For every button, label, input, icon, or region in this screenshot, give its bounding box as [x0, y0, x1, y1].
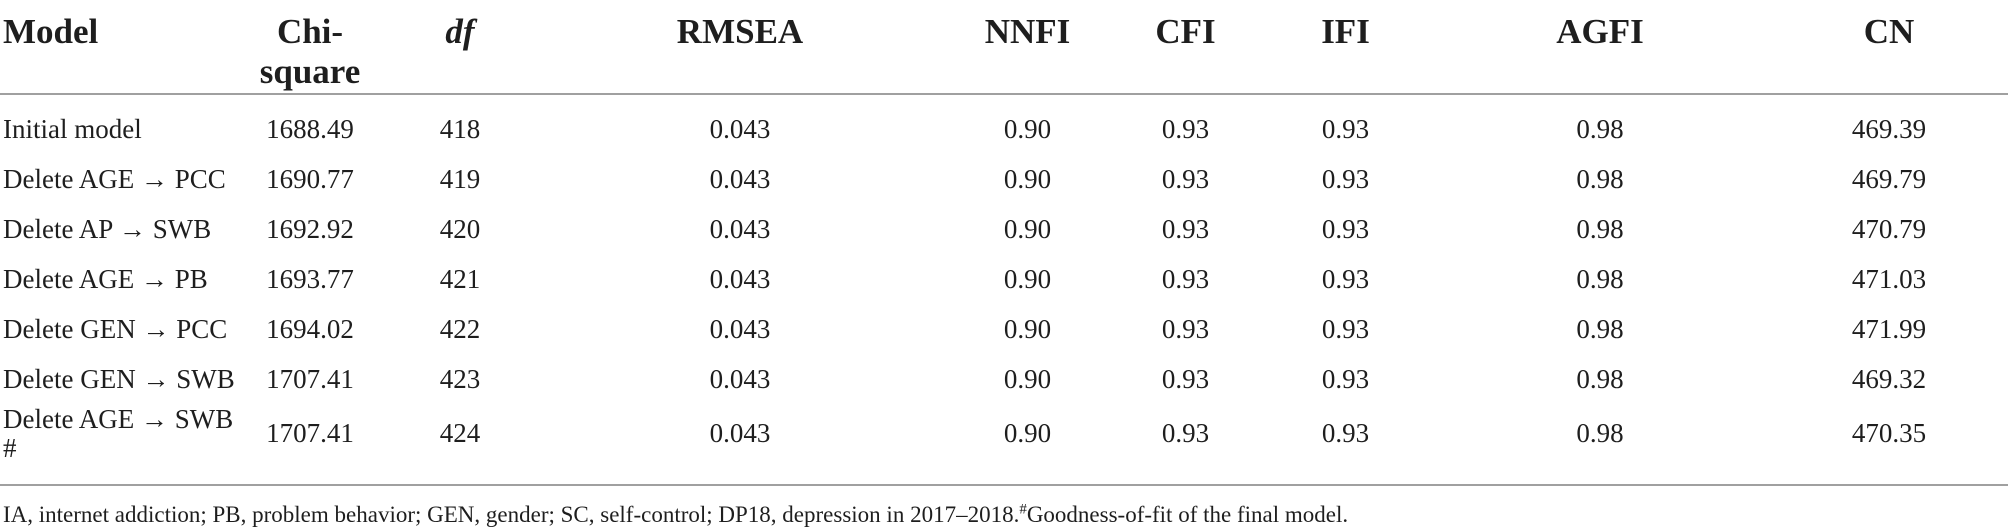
- cell-chi-square: 1688.49: [266, 113, 354, 144]
- header-row: Model Chi-square df RMSEA NNFI CFI IFI A…: [0, 0, 2008, 95]
- footnote-abbreviations: IA, internet addiction; PB, problem beha…: [3, 501, 1020, 527]
- cell-rmsea: 0.043: [709, 163, 771, 194]
- cell-cfi: 0.93: [1161, 263, 1210, 294]
- cell-ifi: 0.93: [1321, 313, 1370, 344]
- table-row: Delete GEN → PCC 1694.02 422 0.043 0.90 …: [0, 305, 2008, 355]
- cell-ifi: 0.93: [1321, 363, 1370, 394]
- footnote-marker: #: [1019, 501, 1027, 518]
- cell-model: Delete GEN → SWB: [3, 363, 235, 394]
- cell-ifi: 0.93: [1321, 113, 1370, 144]
- cell-df: 420: [439, 213, 481, 244]
- cell-chi-square: 1690.77: [266, 163, 354, 194]
- cell-agfi: 0.98: [1576, 113, 1624, 144]
- cell-cn: 469.32: [1851, 363, 1927, 394]
- table-header: Model Chi-square df RMSEA NNFI CFI IFI A…: [0, 0, 2008, 95]
- cell-cfi: 0.93: [1161, 163, 1210, 194]
- cell-model: Delete AGE → SWB #: [0, 404, 235, 486]
- cell-nnfi: 0.90: [945, 404, 1110, 486]
- cell-cn: 471.03: [1851, 263, 1927, 294]
- column-header-cn: CN: [1770, 0, 2008, 95]
- table-footnote: IA, internet addiction; PB, problem beha…: [0, 486, 2008, 530]
- column-header-df: df: [385, 0, 535, 95]
- footnote-text: Goodness-of-fit of the final model.: [1026, 501, 1349, 527]
- cell-rmsea: 0.043: [709, 213, 771, 244]
- cell-df: 424: [385, 404, 535, 486]
- cell-rmsea: 0.043: [709, 313, 771, 344]
- cell-rmsea: 0.043: [709, 363, 771, 394]
- cell-df: 422: [439, 313, 481, 344]
- cell-chi-square: 1707.41: [266, 363, 354, 394]
- cell-nnfi: 0.90: [1003, 213, 1052, 244]
- cell-rmsea: 0.043: [535, 404, 945, 486]
- cell-nnfi: 0.90: [1003, 363, 1052, 394]
- cell-cfi: 0.93: [1161, 313, 1210, 344]
- cell-cn: 470.35: [1770, 404, 2008, 486]
- cell-model: Delete AP → SWB: [3, 213, 212, 244]
- cell-nnfi: 0.90: [1003, 313, 1052, 344]
- cell-agfi: 0.98: [1430, 404, 1770, 486]
- table-body: Initial model 1688.49 418 0.043 0.90 0.9…: [0, 94, 2008, 486]
- cell-cfi: 0.93: [1161, 363, 1210, 394]
- cell-chi-square: 1693.77: [266, 263, 354, 294]
- cell-df: 423: [439, 363, 481, 394]
- cell-cfi: 0.93: [1110, 404, 1261, 486]
- cell-agfi: 0.98: [1576, 213, 1624, 244]
- cell-df: 421: [439, 263, 481, 294]
- cell-chi-square: 1707.41: [235, 404, 385, 486]
- cell-cn: 469.39: [1851, 113, 1927, 144]
- cell-chi-square: 1692.92: [266, 213, 354, 244]
- table-row: Delete GEN → SWB 1707.41 423 0.043 0.90 …: [0, 355, 2008, 405]
- cell-df: 418: [439, 113, 481, 144]
- cell-model: Delete GEN → PCC: [3, 313, 228, 344]
- column-header-nnfi: NNFI: [945, 0, 1110, 95]
- cell-cn: 469.79: [1851, 163, 1927, 194]
- cell-cfi: 0.93: [1161, 113, 1210, 144]
- cell-model: Delete AGE → PCC: [3, 163, 226, 194]
- cell-agfi: 0.98: [1576, 313, 1624, 344]
- cell-agfi: 0.98: [1576, 163, 1624, 194]
- cell-rmsea: 0.043: [709, 263, 771, 294]
- column-header-cfi: CFI: [1110, 0, 1261, 95]
- cell-ifi: 0.93: [1321, 213, 1370, 244]
- column-header-rmsea: RMSEA: [535, 0, 945, 95]
- cell-agfi: 0.98: [1576, 263, 1624, 294]
- cell-chi-square: 1694.02: [266, 313, 354, 344]
- cell-cn: 471.99: [1851, 313, 1927, 344]
- cell-nnfi: 0.90: [1003, 263, 1052, 294]
- cell-agfi: 0.98: [1576, 363, 1624, 394]
- table-row: Delete AGE → PCC 1690.77 419 0.043 0.90 …: [0, 155, 2008, 205]
- table-row: Initial model 1688.49 418 0.043 0.90 0.9…: [0, 94, 2008, 155]
- cell-model: Delete AGE → PB: [3, 263, 208, 294]
- column-header-chi-square: Chi-square: [235, 0, 385, 95]
- table-row: Delete AGE → PB 1693.77 421 0.043 0.90 0…: [0, 255, 2008, 305]
- cell-nnfi: 0.90: [1003, 163, 1052, 194]
- cell-rmsea: 0.043: [709, 113, 771, 144]
- column-header-ifi: IFI: [1261, 0, 1430, 95]
- model-fit-table: Model Chi-square df RMSEA NNFI CFI IFI A…: [0, 0, 2008, 486]
- column-header-model: Model: [0, 0, 235, 95]
- cell-df: 419: [439, 163, 481, 194]
- cell-ifi: 0.93: [1321, 163, 1370, 194]
- table-row: Delete AP → SWB 1692.92 420 0.043 0.90 0…: [0, 205, 2008, 255]
- cell-cn: 470.79: [1851, 213, 1927, 244]
- table-row: Delete AGE → SWB # 1707.41 424 0.043 0.9…: [0, 404, 2008, 486]
- cell-nnfi: 0.90: [1003, 113, 1052, 144]
- cell-model: Initial model: [3, 113, 142, 144]
- cell-ifi: 0.93: [1321, 263, 1370, 294]
- column-header-agfi: AGFI: [1430, 0, 1770, 95]
- cell-ifi: 0.93: [1261, 404, 1430, 486]
- cell-cfi: 0.93: [1161, 213, 1210, 244]
